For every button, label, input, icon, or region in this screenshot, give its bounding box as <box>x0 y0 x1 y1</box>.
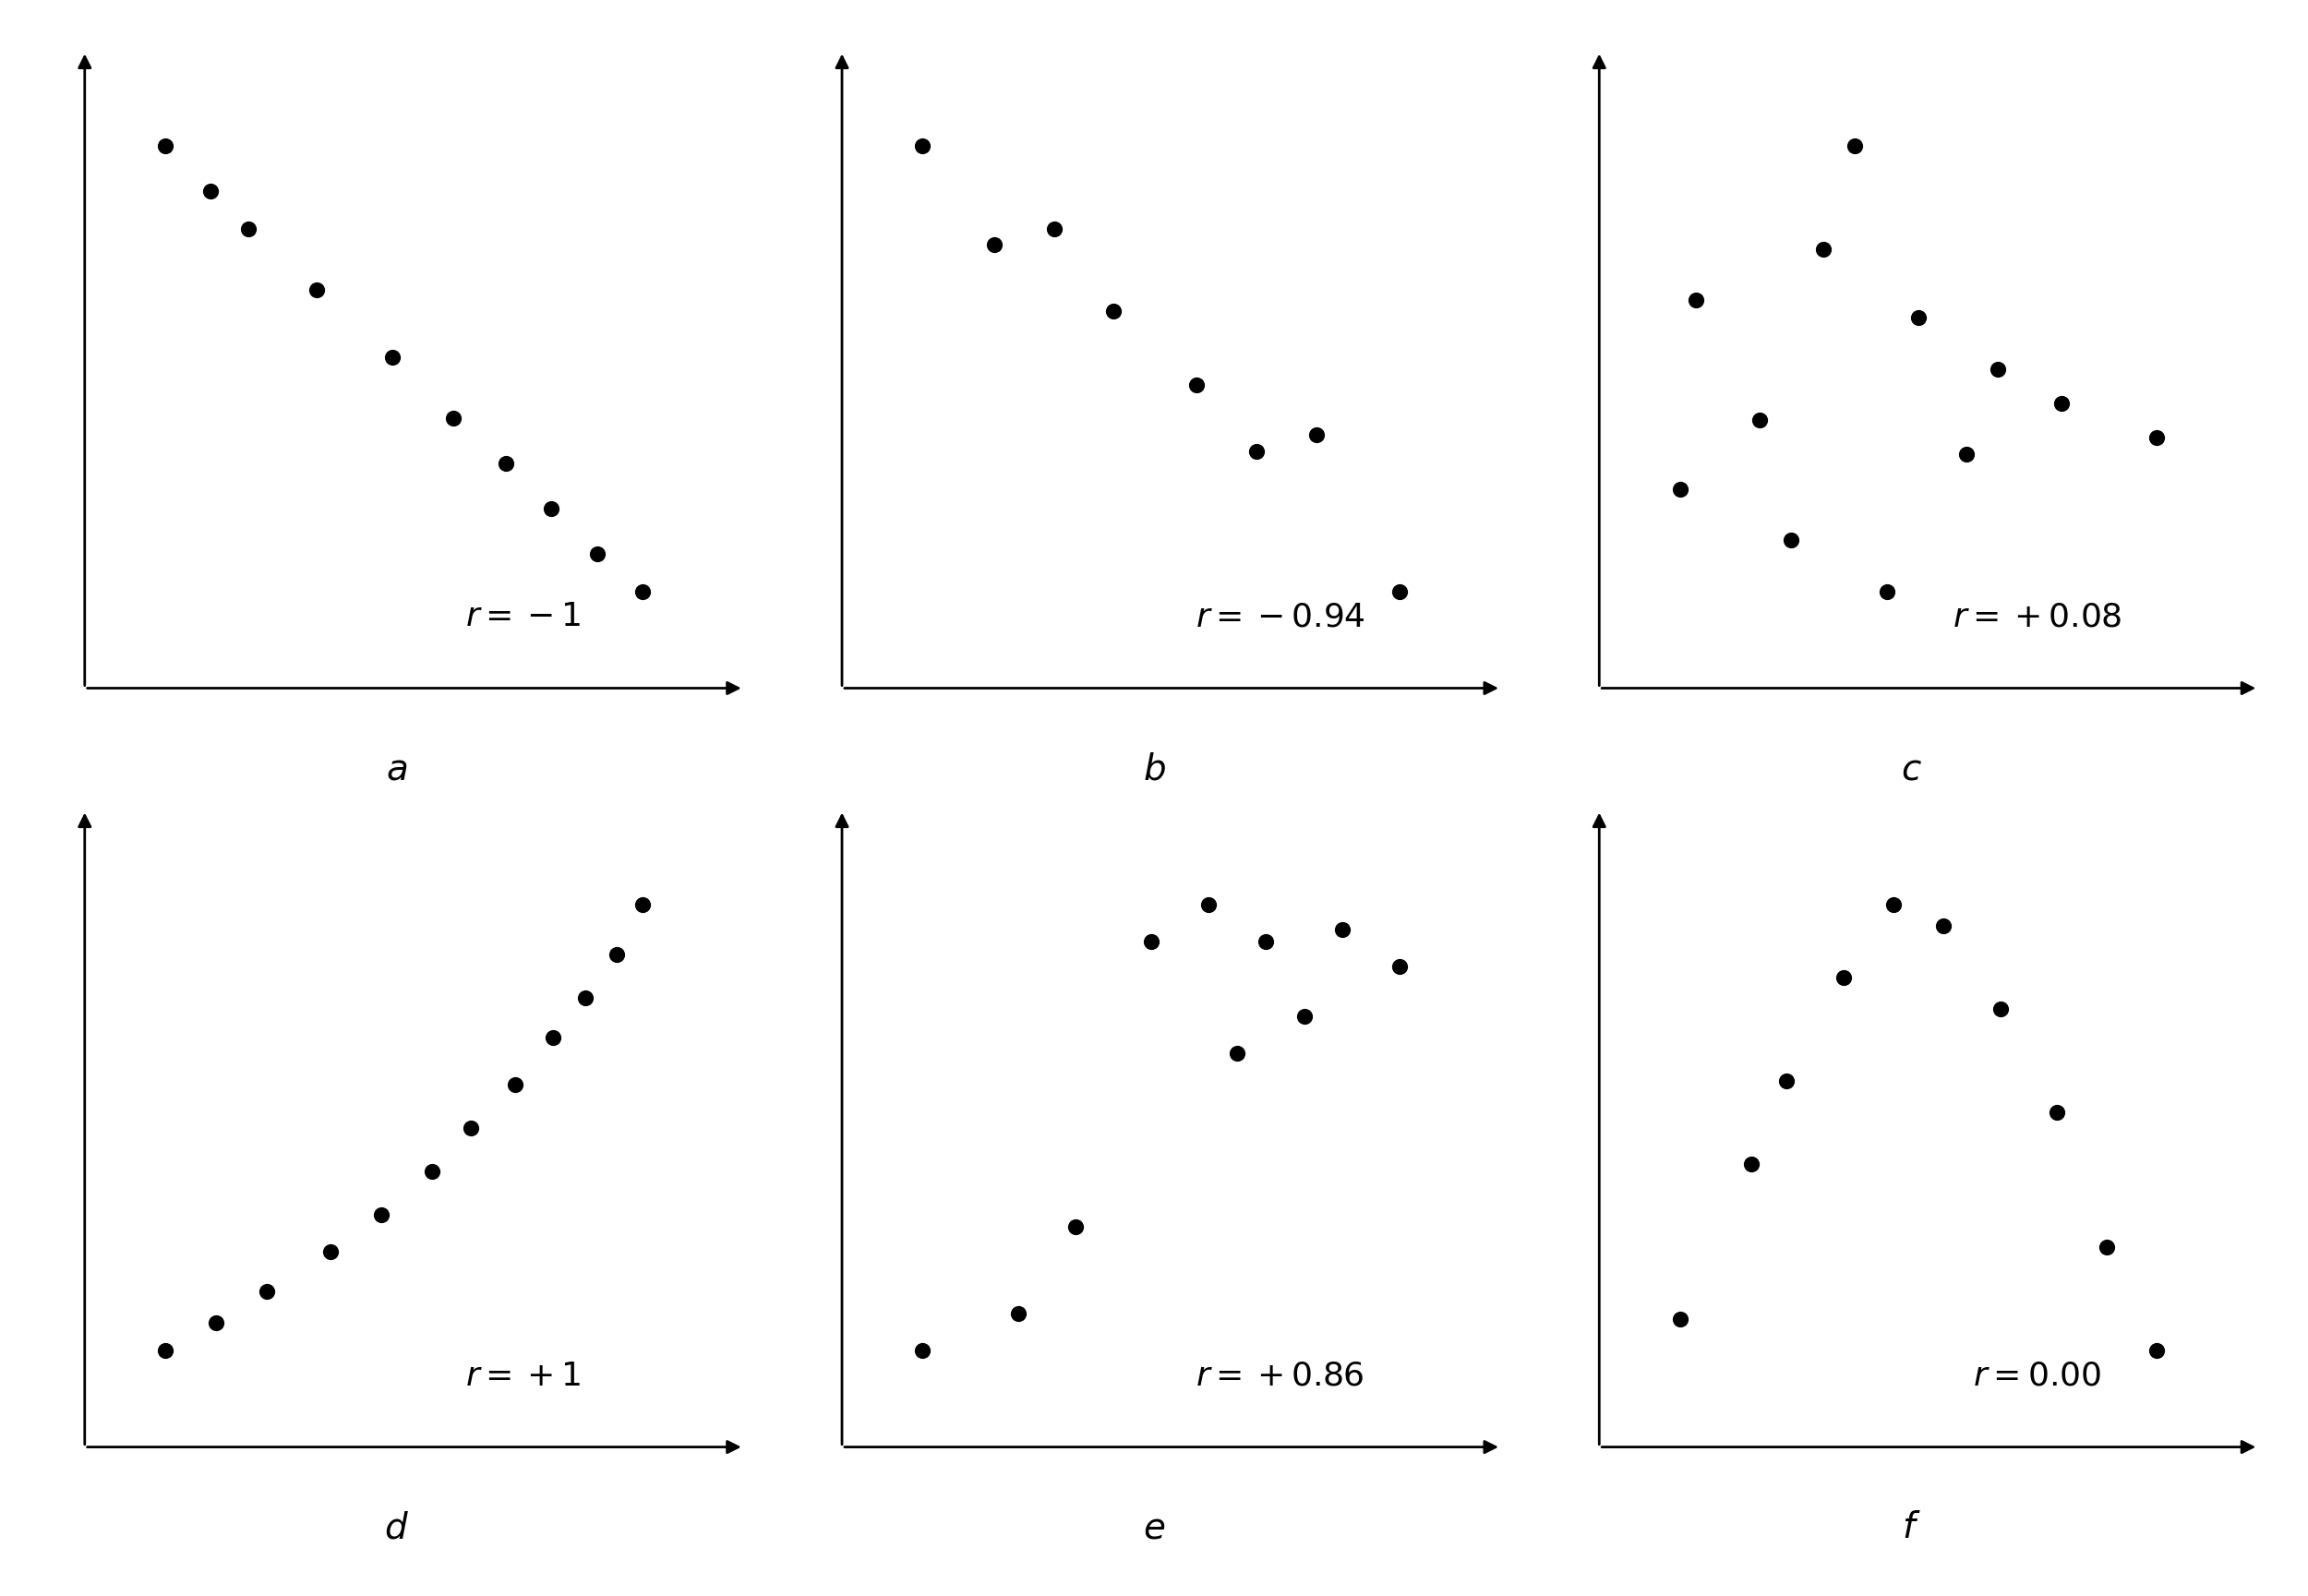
Point <box>1768 1068 1805 1093</box>
Point <box>598 942 635 967</box>
Point <box>249 1278 286 1304</box>
Point <box>192 179 228 204</box>
Text: $\mathit{b}$: $\mathit{b}$ <box>1142 753 1166 787</box>
Text: $r = +0.08$: $r = +0.08$ <box>1953 602 2123 632</box>
Point <box>362 1202 399 1227</box>
Point <box>568 985 605 1010</box>
Point <box>1899 305 1936 330</box>
Point <box>1237 439 1274 464</box>
Point <box>2038 1100 2075 1125</box>
Point <box>905 1337 942 1363</box>
Point <box>1980 356 2017 381</box>
Point <box>623 579 660 605</box>
Point <box>1297 421 1334 447</box>
Text: $r = 0.00$: $r = 0.00$ <box>1973 1360 2103 1392</box>
Point <box>1286 1004 1322 1029</box>
Point <box>1837 132 1874 158</box>
Point <box>579 541 616 567</box>
Point <box>999 1301 1036 1326</box>
Point <box>1057 1215 1094 1240</box>
Text: $r = +1$: $r = +1$ <box>466 1360 582 1392</box>
Point <box>1733 1151 1770 1176</box>
Point <box>1191 892 1228 918</box>
Point <box>452 1116 489 1141</box>
Point <box>1219 1041 1256 1066</box>
Point <box>535 1025 572 1050</box>
Point <box>905 132 942 158</box>
Text: $r = +0.86$: $r = +0.86$ <box>1196 1360 1364 1392</box>
Point <box>1325 916 1362 942</box>
Point <box>1133 929 1170 954</box>
Text: $r = -0.94$: $r = -0.94$ <box>1196 602 1364 632</box>
Point <box>1867 579 1904 605</box>
Point <box>413 1159 450 1184</box>
Text: $\mathit{c}$: $\mathit{c}$ <box>1902 753 1923 787</box>
Point <box>496 1071 533 1096</box>
Point <box>231 217 268 243</box>
Point <box>298 276 335 302</box>
Text: $\mathit{f}$: $\mathit{f}$ <box>1902 1511 1920 1545</box>
Point <box>1380 954 1417 980</box>
Text: $\mathit{a}$: $\mathit{a}$ <box>385 753 409 787</box>
Point <box>198 1310 235 1336</box>
Point <box>148 132 185 158</box>
Point <box>1874 892 1911 918</box>
Text: $\mathit{d}$: $\mathit{d}$ <box>385 1511 409 1545</box>
Point <box>1983 996 2020 1021</box>
Point <box>1948 442 1985 468</box>
Point <box>2043 391 2080 417</box>
Point <box>148 1337 185 1363</box>
Point <box>1678 287 1715 313</box>
Point <box>1740 407 1777 433</box>
Point <box>1662 476 1699 501</box>
Point <box>1805 236 1842 262</box>
Point <box>374 345 411 370</box>
Point <box>1094 298 1131 324</box>
Point <box>434 405 471 431</box>
Point <box>2089 1234 2126 1259</box>
Point <box>1036 215 1073 241</box>
Text: $r = -1$: $r = -1$ <box>466 602 582 632</box>
Point <box>1249 929 1286 954</box>
Point <box>2140 1337 2176 1363</box>
Point <box>533 496 570 522</box>
Point <box>623 892 660 918</box>
Text: $\mathit{e}$: $\mathit{e}$ <box>1142 1511 1166 1545</box>
Point <box>1826 964 1863 990</box>
Point <box>1925 913 1962 938</box>
Point <box>1773 528 1809 554</box>
Point <box>1179 372 1216 397</box>
Point <box>312 1238 349 1264</box>
Point <box>2140 425 2176 450</box>
Point <box>1380 579 1417 605</box>
Point <box>976 233 1013 259</box>
Point <box>1662 1307 1699 1333</box>
Point <box>487 450 524 476</box>
